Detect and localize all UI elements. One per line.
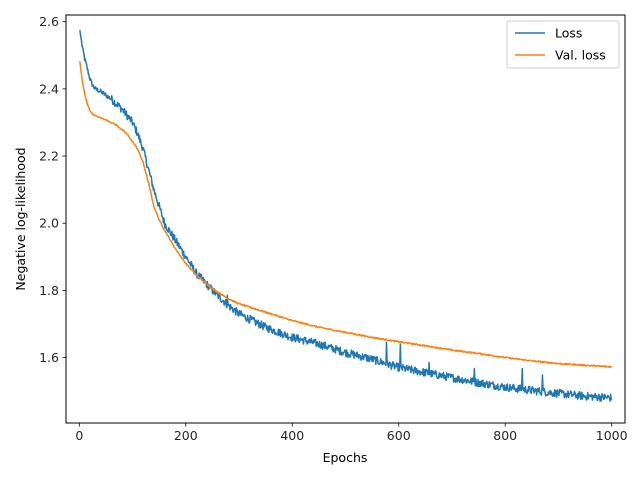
y-tick-label: 2.0 [39, 216, 59, 231]
x-tick-label: 600 [387, 428, 411, 443]
series-layer [79, 30, 613, 402]
series-line-1 [79, 61, 613, 369]
x-axis-label: Epochs [323, 450, 368, 465]
x-tick-label: 0 [75, 428, 83, 443]
y-tick-label: 2.6 [39, 14, 59, 29]
y-tick-label: 2.2 [39, 149, 59, 164]
x-tick-label: 200 [174, 428, 198, 443]
x-tick-label: 800 [493, 428, 517, 443]
legend: Loss Val. loss [506, 20, 620, 69]
y-tick-label: 2.4 [39, 81, 59, 96]
x-tick-label: 400 [280, 428, 304, 443]
x-axis: 0 200 400 600 800 1000 [75, 423, 628, 443]
series-line-0 [79, 30, 613, 402]
legend-label-val-loss: Val. loss [555, 48, 606, 63]
plot-frame [65, 14, 626, 424]
legend-label-loss: Loss [555, 26, 582, 41]
y-tick-label: 1.8 [39, 283, 59, 298]
x-tick-label: 1000 [596, 428, 628, 443]
y-tick-label: 1.6 [39, 350, 59, 365]
y-axis-label: Negative log-likelihood [13, 147, 28, 290]
y-axis: 1.6 1.8 2.0 2.2 2.4 2.6 [39, 14, 66, 365]
